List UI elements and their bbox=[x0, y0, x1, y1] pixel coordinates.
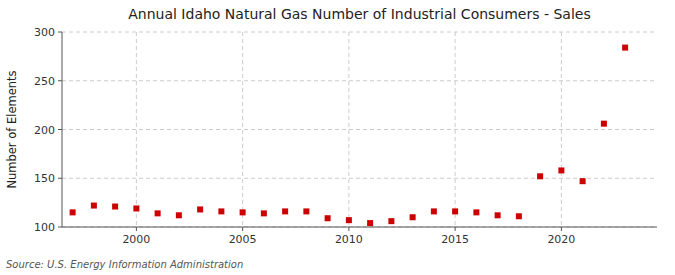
y-tick bbox=[58, 227, 62, 228]
point bbox=[70, 209, 76, 215]
grid-line-y bbox=[62, 80, 657, 81]
point bbox=[112, 204, 118, 210]
point bbox=[133, 205, 139, 211]
grid bbox=[62, 32, 657, 227]
y-tick bbox=[58, 178, 62, 179]
x-axis-line bbox=[62, 227, 657, 228]
point bbox=[367, 220, 373, 226]
x-tick-label: 2010 bbox=[335, 233, 363, 246]
x-tick bbox=[561, 227, 562, 231]
point bbox=[346, 217, 352, 223]
chart-container: 2000 2005 2010 2015 2020 100 150 200 250 300 Annua… bbox=[0, 0, 675, 275]
point bbox=[622, 45, 628, 51]
grid-line-x bbox=[455, 32, 456, 227]
point bbox=[580, 178, 586, 184]
point bbox=[452, 208, 458, 214]
point bbox=[218, 208, 224, 214]
x-tick bbox=[136, 227, 137, 231]
point bbox=[282, 208, 288, 214]
point bbox=[155, 210, 161, 216]
y-axis-label: Number of Elements bbox=[5, 70, 19, 188]
y-tick-label: 300 bbox=[34, 26, 55, 39]
x-tick bbox=[348, 227, 349, 231]
grid-line-y bbox=[62, 178, 657, 179]
y-tick bbox=[58, 80, 62, 81]
point bbox=[176, 212, 182, 218]
point bbox=[601, 121, 607, 127]
x-tick-label: 2000 bbox=[122, 233, 150, 246]
point bbox=[325, 215, 331, 221]
point bbox=[431, 208, 437, 214]
grid-line-y bbox=[62, 32, 657, 33]
point bbox=[495, 212, 501, 218]
x-tick bbox=[455, 227, 456, 231]
grid-line-x bbox=[561, 32, 562, 227]
grid-line-x bbox=[348, 32, 349, 227]
point bbox=[558, 167, 564, 173]
x-tick-label: 2005 bbox=[229, 233, 257, 246]
point bbox=[240, 209, 246, 215]
point bbox=[410, 214, 416, 220]
grid-line-y bbox=[62, 129, 657, 130]
y-tick-label: 100 bbox=[34, 221, 55, 234]
chart: 2000 2005 2010 2015 2020 100 150 200 250 300 Annua… bbox=[0, 0, 675, 275]
point bbox=[473, 209, 479, 215]
grid-line-y bbox=[62, 227, 657, 228]
x-tick bbox=[242, 227, 243, 231]
points bbox=[70, 45, 629, 227]
y-tick-label: 250 bbox=[34, 75, 55, 88]
grid-line-x bbox=[136, 32, 137, 227]
point bbox=[516, 213, 522, 219]
source: Source: U.S. Energy Information Administ… bbox=[6, 259, 243, 270]
point bbox=[388, 218, 394, 224]
x-tick-label: 2020 bbox=[547, 233, 575, 246]
y-tick bbox=[58, 32, 62, 33]
title: Annual Idaho Natural Gas Number of Indus… bbox=[128, 6, 591, 22]
grid-line-x bbox=[242, 32, 243, 227]
point bbox=[261, 210, 267, 216]
point bbox=[303, 208, 309, 214]
point bbox=[537, 173, 543, 179]
x-tick-label: 2015 bbox=[441, 233, 469, 246]
y-tick-label: 200 bbox=[34, 124, 55, 137]
point bbox=[91, 203, 97, 209]
point bbox=[197, 206, 203, 212]
y-tick-label: 150 bbox=[34, 172, 55, 185]
y-tick bbox=[58, 129, 62, 130]
